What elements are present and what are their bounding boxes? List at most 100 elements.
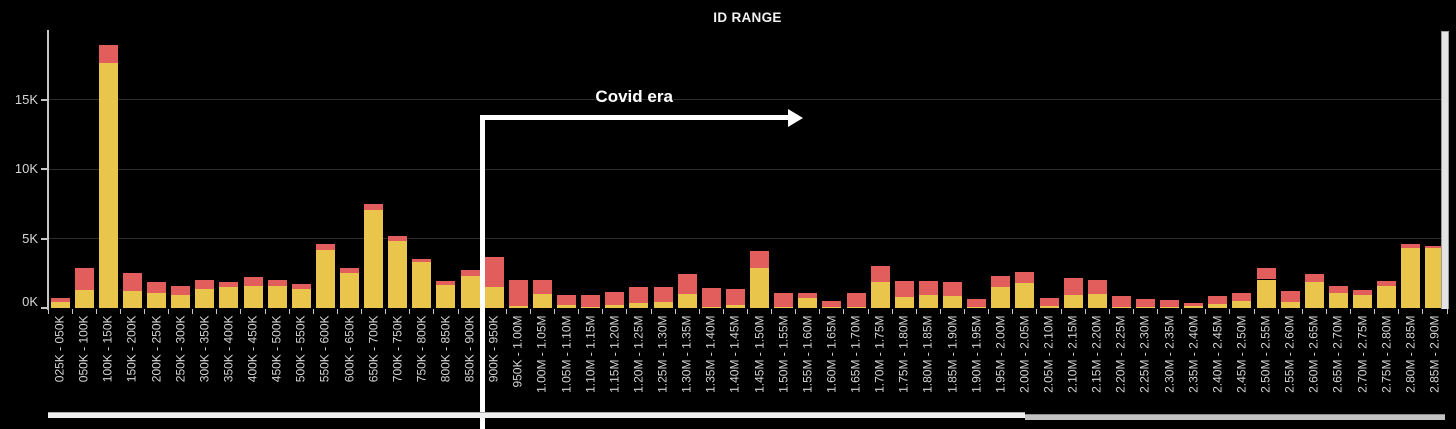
bar-segment-red[interactable] — [1232, 292, 1252, 302]
bar-segment-red[interactable] — [1377, 280, 1397, 286]
vertical-scrollbar[interactable] — [1441, 31, 1449, 309]
bar-segment-yellow[interactable] — [388, 241, 408, 308]
bar-segment-yellow[interactable] — [1160, 307, 1180, 308]
bar-segment-yellow[interactable] — [1015, 282, 1035, 308]
bar-segment-yellow[interactable] — [340, 273, 359, 308]
bar-segment-red[interactable] — [195, 279, 215, 289]
bar-segment-red[interactable] — [967, 298, 987, 308]
bar-segment-yellow[interactable] — [629, 303, 649, 308]
bar-segment-yellow[interactable] — [701, 306, 721, 308]
bar-segment-red[interactable] — [1135, 298, 1155, 308]
bar-segment-red[interactable] — [1208, 296, 1228, 304]
bar-segment-red[interactable] — [122, 273, 142, 292]
bar-segment-red[interactable] — [918, 280, 938, 296]
bar-segment-yellow[interactable] — [1280, 301, 1300, 308]
bar-segment-yellow[interactable] — [484, 287, 504, 308]
bar-segment-red[interactable] — [725, 289, 745, 306]
bar-segment-yellow[interactable] — [412, 262, 432, 308]
bar-segment-yellow[interactable] — [532, 294, 552, 308]
bar-segment-yellow[interactable] — [557, 305, 577, 308]
bar-segment-yellow[interactable] — [1135, 307, 1155, 308]
bar-segment-yellow[interactable] — [1401, 248, 1421, 308]
bar-segment-red[interactable] — [1256, 268, 1276, 280]
bar-segment-yellow[interactable] — [1304, 282, 1324, 308]
bar-segment-yellow[interactable] — [967, 307, 987, 308]
bar-segment-yellow[interactable] — [1111, 307, 1131, 308]
bar-segment-yellow[interactable] — [798, 297, 818, 308]
bar-segment-yellow[interactable] — [750, 267, 770, 308]
bar-segment-red[interactable] — [1328, 286, 1348, 293]
bar-segment-red[interactable] — [1063, 278, 1083, 295]
bar-segment-red[interactable] — [1280, 291, 1300, 302]
bar-segment-yellow[interactable] — [774, 307, 794, 308]
bar-segment-yellow[interactable] — [991, 287, 1011, 308]
bar-segment-red[interactable] — [677, 273, 697, 295]
bar-segment-red[interactable] — [484, 256, 504, 288]
bar-segment-red[interactable] — [629, 287, 649, 304]
horizontal-scrollbar-thumb[interactable] — [48, 412, 1025, 418]
bar-segment-yellow[interactable] — [1063, 294, 1083, 308]
bar-segment-red[interactable] — [412, 259, 432, 263]
bar-segment-red[interactable] — [701, 287, 721, 307]
bar-segment-yellow[interactable] — [605, 304, 625, 308]
bar-segment-yellow[interactable] — [1328, 292, 1348, 308]
bar-segment-red[interactable] — [894, 280, 914, 297]
bar-segment-yellow[interactable] — [171, 294, 191, 308]
bar-segment-red[interactable] — [870, 265, 890, 282]
bar-segment-red[interactable] — [147, 282, 167, 293]
bar-segment-red[interactable] — [943, 281, 963, 297]
bar-segment-red[interactable] — [1111, 296, 1131, 308]
bar-segment-red[interactable] — [315, 244, 335, 250]
bar-segment-red[interactable] — [50, 297, 70, 303]
bar-segment-red[interactable] — [1401, 244, 1421, 249]
bar-segment-red[interactable] — [1015, 271, 1035, 283]
bar-segment-red[interactable] — [1087, 280, 1107, 295]
bar-segment-red[interactable] — [364, 204, 384, 210]
bar-segment-yellow[interactable] — [943, 296, 963, 308]
bar-segment-yellow[interactable] — [870, 281, 890, 308]
bar-segment-red[interactable] — [388, 236, 408, 242]
bar-segment-yellow[interactable] — [653, 301, 673, 308]
bar-segment-yellow[interactable] — [147, 292, 167, 308]
bar-segment-yellow[interactable] — [1087, 294, 1107, 308]
bar-segment-yellow[interactable] — [267, 285, 287, 308]
bar-segment-red[interactable] — [171, 286, 191, 295]
bar-segment-yellow[interactable] — [1425, 248, 1445, 308]
horizontal-scrollbar-track[interactable] — [1025, 414, 1445, 420]
bar-segment-yellow[interactable] — [315, 249, 335, 308]
bar-segment-red[interactable] — [532, 279, 552, 295]
bar-segment-yellow[interactable] — [243, 285, 263, 308]
bar-segment-yellow[interactable] — [581, 307, 601, 308]
bar-segment-red[interactable] — [340, 268, 359, 274]
bar-segment-yellow[interactable] — [1208, 303, 1228, 308]
bar-segment-red[interactable] — [1304, 273, 1324, 283]
bar-segment-yellow[interactable] — [195, 288, 215, 308]
bar-segment-yellow[interactable] — [846, 306, 866, 308]
bar-segment-yellow[interactable] — [918, 295, 938, 308]
bar-segment-yellow[interactable] — [725, 305, 745, 308]
bar-segment-red[interactable] — [1184, 303, 1204, 306]
bar-segment-red[interactable] — [267, 280, 287, 286]
bar-segment-yellow[interactable] — [219, 287, 239, 308]
bar-segment-red[interactable] — [460, 269, 480, 277]
bar-segment-yellow[interactable] — [1256, 279, 1276, 308]
bar-segment-yellow[interactable] — [436, 285, 456, 308]
bar-segment-red[interactable] — [1353, 289, 1373, 296]
bar-segment-yellow[interactable] — [122, 291, 142, 308]
bar-segment-yellow[interactable] — [364, 210, 384, 308]
bar-segment-yellow[interactable] — [894, 296, 914, 308]
bar-segment-yellow[interactable] — [822, 307, 842, 308]
bar-segment-red[interactable] — [291, 284, 311, 289]
bar-segment-yellow[interactable] — [460, 276, 480, 308]
bar-segment-red[interactable] — [605, 292, 625, 305]
bar-segment-red[interactable] — [98, 45, 118, 64]
bar-segment-red[interactable] — [219, 281, 239, 288]
bar-segment-yellow[interactable] — [1353, 295, 1373, 308]
bar-segment-yellow[interactable] — [74, 289, 94, 308]
bar-segment-yellow[interactable] — [1184, 305, 1204, 308]
bar-segment-red[interactable] — [1039, 297, 1059, 306]
bar-segment-yellow[interactable] — [677, 294, 697, 308]
bar-segment-yellow[interactable] — [98, 63, 118, 308]
bar-segment-red[interactable] — [557, 295, 577, 306]
bar-segment-yellow[interactable] — [1039, 305, 1059, 308]
